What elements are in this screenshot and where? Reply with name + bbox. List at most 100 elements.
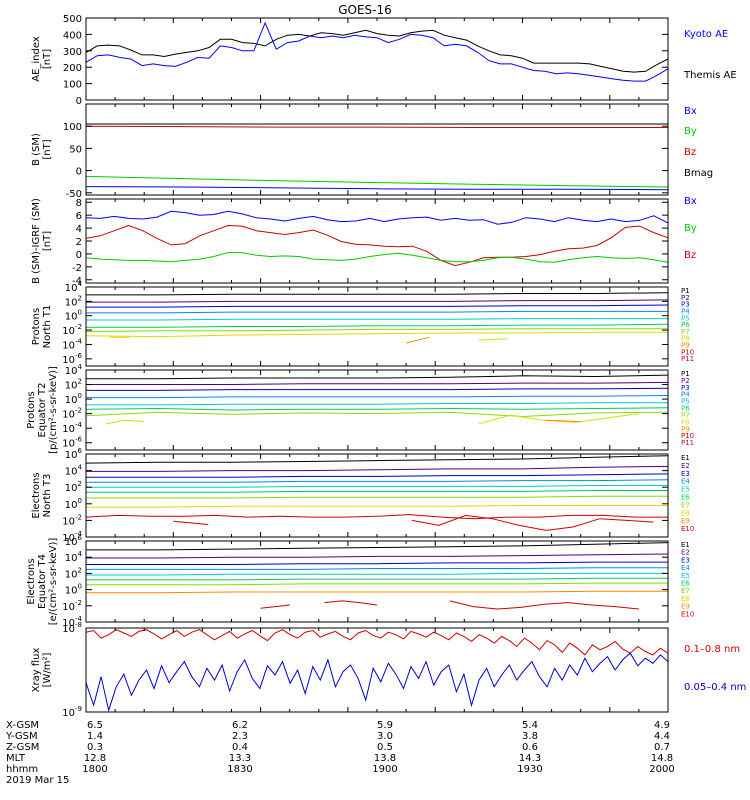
footer-value: 12.8 [84,753,106,764]
series-line-e_north-10 [173,520,209,525]
series-line-e_north-9 [411,514,654,531]
series-line-p_north-1 [86,299,669,303]
legend-entry: P4 [681,307,690,315]
y-tick-label: 0 [76,96,82,107]
legend-entry: E1 [681,454,690,462]
series-line-e_equator-10 [449,600,639,610]
y-tick-label: 10-9 [62,705,82,719]
footer-value: 2.3 [232,731,248,742]
y-tick-label: 200 [63,63,82,74]
footer-value: 3.0 [377,731,393,742]
panel-frame [85,627,669,713]
y-axis-label: [e/(cm²-s-sr-keV)] [48,538,59,626]
series-line-p_equator-3 [86,395,669,399]
legend-entry: Bmag [684,168,713,179]
series-line-p_north-6 [85,328,668,332]
legend-entry: P3 [681,384,690,392]
y-tick-label: 0 [76,250,82,261]
y-tick-label: 6 [76,211,82,222]
footer-value: 2000 [649,764,674,775]
legend-entry: By [684,223,697,234]
series-line-e_north-6 [86,495,668,499]
y-tick-label: 102 [65,566,82,580]
legend-entry: P7 [681,411,690,419]
footer-value: 1930 [517,764,542,775]
y-tick-label: 10-6 [62,436,82,450]
y-tick-label: 104 [65,464,83,478]
series-line-p_equator-2 [86,387,669,391]
legend-entry: E1 [681,541,690,549]
footer-row-label: Y-GSM [5,731,38,742]
series-line-p_equator-6 [85,411,669,418]
legend-entry: E7 [681,587,690,595]
series-line-p_north-10 [405,336,430,344]
y-tick-label: 2 [76,237,82,248]
series-line-e_north-5 [86,490,668,493]
y-axis-label: AE_index [31,36,42,82]
series-line-e_equator-5 [86,577,668,581]
panel-frame [85,369,669,451]
series-line-p_north-7 [85,331,668,338]
y-tick-label: 10-2 [62,513,82,527]
y-tick-label: 106 [65,534,83,548]
y-axis-label: Electrons [26,558,37,604]
legend-entry: P5 [681,314,690,322]
series-line-e_north-8 [85,514,668,520]
legend-entry: P9 [681,342,690,350]
legend-entry: E4 [681,564,690,572]
y-tick-label: 10-4 [62,337,82,351]
series-line-e_equator-6 [86,582,668,586]
footer-value: 13.8 [374,753,396,764]
y-tick-label: 10-2 [62,599,82,613]
y-tick-label: 104 [65,363,83,377]
y-axis-label: North T3 [42,474,53,518]
series-line-bsm-2 [85,175,669,188]
y-axis-label: [nT] [42,49,53,69]
y-tick-label: 106 [65,447,83,461]
series-line-bigrf-0 [85,210,669,225]
series-line-e_north-0 [85,455,669,464]
legend-entry: P4 [681,391,690,399]
legend-entry: P1 [681,287,690,295]
legend-entry: P6 [681,321,690,329]
y-tick-label: 10-2 [62,407,82,421]
footer-value: 0.3 [87,742,103,753]
series-line-e_equator-7 [86,590,668,594]
y-tick-label: 10-4 [62,530,82,544]
panel-ae: 0 100 200 300 400 500 AE_index [nT] Kyoto AE Them… [31,14,737,107]
panel-bigrf: -4 -2 0 2 4 6 8 B (SM)-IGRF (SM) [nT] Bx By Bz [31,196,697,287]
y-axis-label: Xray flux [31,648,42,693]
series-line-e_north-3 [86,479,669,483]
legend-entry: P10 [681,432,694,440]
legend-entry: Bx [684,106,697,117]
y-tick-label: 100 [63,122,82,133]
legend-entry: Bz [684,147,696,158]
legend-entry: E6 [681,580,690,588]
footer-value: 0.4 [232,742,248,753]
series-line-xray-0 [85,629,669,656]
footer-row-label: Z-GSM [6,742,39,753]
series-line-e_equator-4 [86,572,668,576]
y-axis-label: [W/m²] [42,652,53,687]
series-line-bsm-1 [85,125,668,128]
series-line-p_north-8 [478,338,508,341]
y-tick-label: 100 [65,497,82,511]
legend-entry: P2 [681,294,690,302]
legend-entry: By [684,126,697,137]
footer-row-label: hhmm [6,764,38,775]
legend-entry: E9 [681,603,690,611]
y-axis-label: [nT] [42,139,53,159]
footer-value: 5.9 [377,720,393,731]
series-line-p_equator-7 [106,419,145,425]
legend-entry: Kyoto AE [684,29,728,40]
footer-value: 0.6 [522,742,538,753]
panel-e_equator: 106 104 102 100 10-2 10-4 Electrons Equator T4[… [26,534,694,629]
footer-value: 5.4 [522,720,538,731]
footer-value: 6.5 [87,720,103,731]
y-axis-label: Electrons [31,472,42,518]
